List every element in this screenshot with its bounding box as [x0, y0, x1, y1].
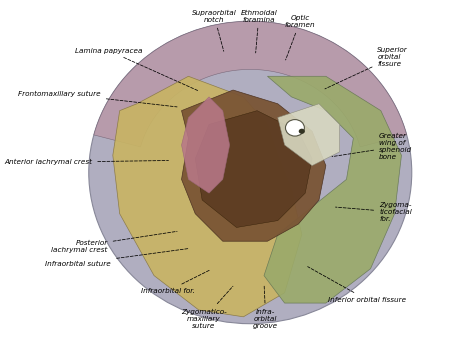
Text: Optic
foramen: Optic foramen	[285, 15, 315, 60]
Ellipse shape	[285, 120, 304, 136]
Polygon shape	[94, 21, 407, 147]
Text: Infraorbital for.: Infraorbital for.	[141, 270, 210, 294]
Polygon shape	[182, 90, 326, 241]
Polygon shape	[278, 104, 339, 166]
Text: Ethmoidal
foramina: Ethmoidal foramina	[240, 10, 277, 53]
Text: Infra-
orbital
groove: Infra- orbital groove	[253, 285, 278, 328]
Polygon shape	[182, 97, 229, 193]
Text: Infraorbital suture: Infraorbital suture	[46, 248, 189, 267]
Polygon shape	[113, 76, 302, 317]
Text: Posterior
lachrymal crest: Posterior lachrymal crest	[51, 231, 177, 253]
Text: Zygoma-
ticofacial
for.: Zygoma- ticofacial for.	[336, 202, 412, 222]
Text: Frontomaxillary suture: Frontomaxillary suture	[18, 90, 177, 107]
Ellipse shape	[299, 129, 305, 134]
Text: Greater
wing of
sphenoid
bone: Greater wing of sphenoid bone	[332, 133, 412, 160]
Polygon shape	[195, 111, 312, 227]
Polygon shape	[264, 76, 401, 303]
Text: Lamina papyracea: Lamina papyracea	[74, 48, 198, 91]
Ellipse shape	[89, 21, 412, 324]
Text: Zygomatico-
maxillary
suture: Zygomatico- maxillary suture	[181, 286, 233, 328]
Text: Anterior lachrymal crest: Anterior lachrymal crest	[4, 159, 168, 165]
Text: Inferior orbital fissure: Inferior orbital fissure	[308, 267, 406, 303]
Text: Superior
orbital
fissure: Superior orbital fissure	[325, 47, 408, 89]
Text: Supraorbital
notch: Supraorbital notch	[192, 10, 237, 51]
